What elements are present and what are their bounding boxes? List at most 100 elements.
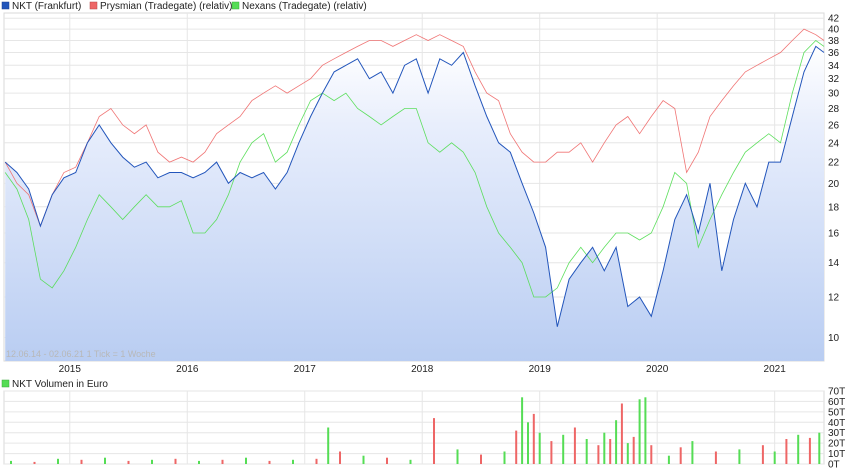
price-y-tick-label: 34 <box>828 61 840 72</box>
volume-bar <box>650 445 653 464</box>
volume-bar <box>527 422 529 464</box>
price-legend: NKT (Frankfurt) Prysmian (Tradegate) (re… <box>1 1 367 12</box>
legend-swatch-nexans <box>231 1 240 10</box>
volume-bar <box>151 459 153 464</box>
volume-bar <box>327 427 330 464</box>
nkt-area <box>5 46 824 362</box>
legend-swatch-prysmian <box>89 1 98 10</box>
volume-bar <box>644 397 647 464</box>
price-y-tick-label: 10 <box>828 333 840 344</box>
volume-bar <box>603 432 606 464</box>
price-y-tick-label: 30 <box>828 89 840 100</box>
volume-bar <box>292 459 294 464</box>
volume-bar <box>33 461 36 464</box>
volume-bar <box>609 439 612 464</box>
price-x-tick-label: 2016 <box>176 364 199 375</box>
price-x-tick-label: 2018 <box>411 364 434 375</box>
volume-bar <box>785 439 788 464</box>
volume-bar <box>174 458 177 464</box>
volume-bar <box>10 460 12 464</box>
price-y-tick-label: 20 <box>828 179 840 190</box>
volume-bar <box>339 451 341 464</box>
volume-bar <box>57 458 59 464</box>
volume-bar <box>573 427 576 464</box>
volume-bar <box>386 457 388 464</box>
volume-bar <box>626 443 629 464</box>
price-y-tick-label: 40 <box>828 25 840 36</box>
volume-bar <box>245 457 247 464</box>
volume-bar <box>80 459 83 464</box>
volume-bar <box>761 445 764 464</box>
legend-label-nexans: Nexans (Tradegate) (relativ) <box>242 1 367 12</box>
legend-swatch-volume <box>1 379 10 388</box>
price-y-tick-label: 16 <box>828 228 840 239</box>
volume-bar <box>620 403 623 464</box>
volume-bar <box>480 454 482 464</box>
volume-y-tick-label: 60T <box>828 397 845 408</box>
volume-bars <box>10 397 821 464</box>
price-y-tick-label: 38 <box>828 36 840 47</box>
volume-grid <box>4 390 824 465</box>
volume-y-tick-label: 0T <box>828 460 840 471</box>
price-x-tick-label: 2021 <box>764 364 787 375</box>
price-y-tick-label: 28 <box>828 104 840 115</box>
price-y-tick-label: 42 <box>828 14 840 25</box>
volume-bar <box>691 441 694 464</box>
volume-bar <box>597 445 600 464</box>
volume-bar <box>773 451 776 464</box>
price-y-tick-label: 22 <box>828 158 840 169</box>
volume-bar <box>632 436 635 464</box>
volume-bar <box>127 460 130 464</box>
volume-bar <box>362 455 365 464</box>
volume-bar <box>433 418 435 464</box>
volume-y-tick-label: 30T <box>828 428 845 439</box>
price-y-tick-label: 36 <box>828 48 840 59</box>
volume-bar <box>550 441 553 464</box>
volume-bar <box>104 457 106 464</box>
price-x-tick-label: 2020 <box>646 364 669 375</box>
volume-bar <box>797 434 800 464</box>
prysmian-line <box>4 28 825 228</box>
price-y-tick-label: 24 <box>828 138 840 149</box>
volume-bar <box>818 432 821 464</box>
volume-bar <box>562 434 565 464</box>
volume-bar <box>532 413 535 464</box>
volume-legend: NKT Volumen in Euro <box>1 379 108 390</box>
volume-y-tick-label: 10T <box>828 449 845 460</box>
price-y-tick-label: 12 <box>828 292 840 303</box>
volume-bar <box>538 432 541 464</box>
price-x-tick-label: 2017 <box>294 364 317 375</box>
volume-bar <box>808 437 811 464</box>
volume-bar <box>585 439 588 464</box>
legend-label-prysmian: Prysmian (Tradegate) (relativ) <box>100 1 232 12</box>
volume-bar <box>515 430 518 464</box>
volume-bar <box>521 397 524 464</box>
volume-bar <box>714 451 717 464</box>
price-y-tick-label: 32 <box>828 74 840 85</box>
legend-label-volume: NKT Volumen in Euro <box>12 379 108 390</box>
price-x-tick-label: 2015 <box>59 364 82 375</box>
volume-bar <box>679 447 682 464</box>
volume-bar <box>638 399 641 464</box>
price-y-tick-label: 26 <box>828 120 840 131</box>
range-label: 12.06.14 - 02.06.21 1 Tick = 1 Woche <box>6 349 156 359</box>
volume-bar <box>738 449 741 464</box>
price-x-tick-label: 2019 <box>529 364 552 375</box>
price-x-axis: 2015 2016 2017 2018 2019 2020 2021 <box>59 364 787 375</box>
volume-bar <box>503 451 506 464</box>
price-y-tick-label: 18 <box>828 202 840 213</box>
volume-bar <box>615 420 618 464</box>
legend-label-nkt: NKT (Frankfurt) <box>12 1 81 12</box>
volume-bar <box>456 449 459 464</box>
volume-y-tick-label: 40T <box>828 418 845 429</box>
volume-y-tick-label: 20T <box>828 439 845 450</box>
volume-bar <box>268 460 271 464</box>
volume-bar <box>667 455 670 464</box>
price-y-tick-label: 14 <box>828 258 840 269</box>
volume-bar <box>315 458 318 464</box>
